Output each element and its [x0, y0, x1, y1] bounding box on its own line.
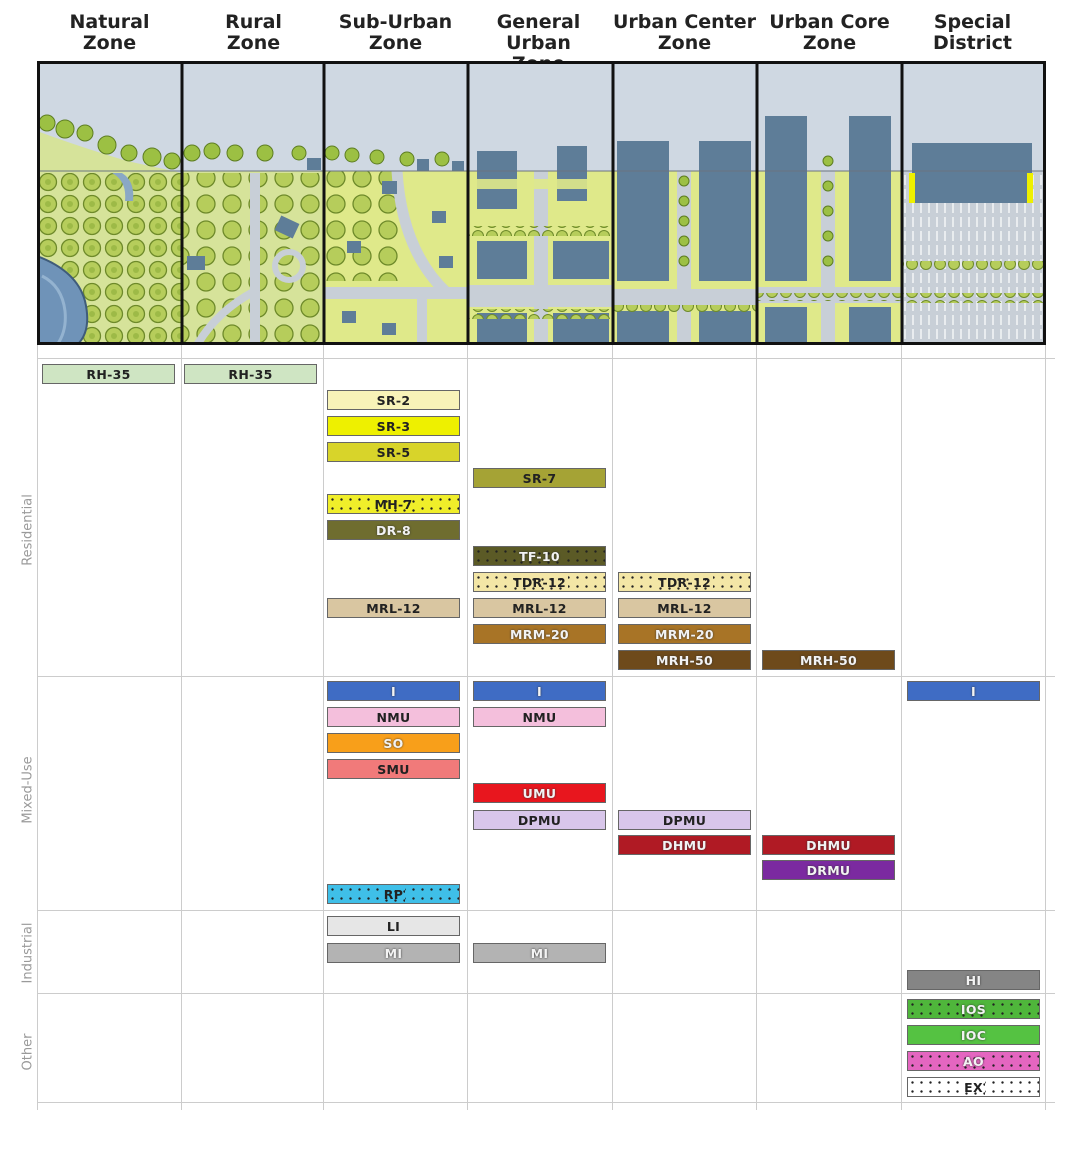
- zone-chip-mrl-12: MRL-12: [618, 598, 751, 618]
- zone-title: Urban Center: [612, 11, 757, 33]
- zone-subtitle: Zone: [226, 32, 281, 54]
- zone-header-natural: Natural Zone: [37, 12, 182, 54]
- zone-subtitle: Zone: [657, 32, 712, 54]
- zone-title: Natural: [69, 11, 150, 33]
- zone-title: Sub-Urban: [338, 11, 453, 33]
- zone-chip-nmu: NMU: [473, 707, 606, 727]
- zone-chip-sr-5: SR-5: [327, 442, 460, 462]
- zone-chip-label: RP: [381, 886, 406, 902]
- zone-chip-ioc: IOC: [907, 1025, 1040, 1045]
- grid-line: [37, 345, 38, 1110]
- zone-chip-tf-10: TF-10: [473, 546, 606, 566]
- zone-chip-mi: MI: [327, 943, 460, 963]
- zone-subtitle: District: [933, 32, 1012, 54]
- zone-chip-label: TF-10: [517, 548, 562, 564]
- category-mixed-use: Mixed-Use: [20, 756, 36, 824]
- zone-subtitle: Zone: [368, 32, 423, 54]
- grid-line: [756, 345, 757, 1110]
- zone-chip-rp: RP: [327, 884, 460, 904]
- category-other: Other: [20, 1033, 36, 1071]
- zone-chip-ex: EX: [907, 1077, 1040, 1097]
- zone-chip-smu: SMU: [327, 759, 460, 779]
- zone-chip-i: I: [327, 681, 460, 701]
- zone-chip-tdr-12: TDR-12: [618, 572, 751, 592]
- zone-chip-sr-2: SR-2: [327, 390, 460, 410]
- transect-illustration: [37, 61, 1046, 345]
- zone-chip-dhmu: DHMU: [618, 835, 751, 855]
- zone-chip-dpmu: DPMU: [473, 810, 606, 830]
- grid-line: [901, 345, 902, 1110]
- zone-chip-mrh-50: MRH-50: [762, 650, 895, 670]
- grid-line: [181, 345, 182, 1110]
- zone-chip-nmu: NMU: [327, 707, 460, 727]
- zone-chip-mrl-12: MRL-12: [473, 598, 606, 618]
- zone-chip-rh-35: RH-35: [42, 364, 175, 384]
- zone-subtitle: Zone: [802, 32, 857, 54]
- zone-chip-so: SO: [327, 733, 460, 753]
- zone-chip-umu: UMU: [473, 783, 606, 803]
- zone-chip-ao: AO: [907, 1051, 1040, 1071]
- zone-chip-mi: MI: [473, 943, 606, 963]
- grid-line: [323, 345, 324, 1110]
- zone-chip-drmu: DRMU: [762, 860, 895, 880]
- grid-line: [37, 1102, 1055, 1103]
- category-industrial: Industrial: [20, 922, 36, 984]
- zone-chip-ios: IOS: [907, 999, 1040, 1019]
- zone-title: General Urban: [496, 11, 581, 54]
- grid-line: [37, 358, 1055, 359]
- zone-chip-rh-35: RH-35: [184, 364, 317, 384]
- zone-chip-li: LI: [327, 916, 460, 936]
- zone-header-rural: Rural Zone: [181, 12, 326, 54]
- zone-header-urban-center: Urban Center Zone: [612, 12, 757, 54]
- zone-chip-sr-3: SR-3: [327, 416, 460, 436]
- zone-chip-tdr-12: TDR-12: [473, 572, 606, 592]
- grid-line: [612, 345, 613, 1110]
- zone-chip-label: AO: [961, 1053, 986, 1069]
- zone-chip-label: TDR-12: [656, 574, 713, 590]
- zone-chip-sr-7: SR-7: [473, 468, 606, 488]
- category-residential: Residential: [20, 494, 36, 566]
- zone-subtitle: Zone: [82, 32, 137, 54]
- grid-line: [37, 910, 1055, 911]
- zone-chip-mh-7: MH-7: [327, 494, 460, 514]
- zone-chip-mrm-20: MRM-20: [473, 624, 606, 644]
- zone-chip-mrm-20: MRM-20: [618, 624, 751, 644]
- grid-line: [467, 345, 468, 1110]
- zone-header-sub-urban: Sub-Urban Zone: [323, 12, 468, 54]
- zone-chip-dpmu: DPMU: [618, 810, 751, 830]
- zone-chip-dr-8: DR-8: [327, 520, 460, 540]
- grid-line: [37, 993, 1055, 994]
- zone-chip-mrl-12: MRL-12: [327, 598, 460, 618]
- zone-chip-label: TDR-12: [511, 574, 568, 590]
- zone-chip-i: I: [907, 681, 1040, 701]
- zone-title: Special: [933, 11, 1012, 33]
- zone-header-special-district: Special District: [900, 12, 1045, 54]
- zone-header-urban-core: Urban Core Zone: [757, 12, 902, 54]
- zone-chip-label: IOS: [958, 1001, 989, 1017]
- zone-chip-mrh-50: MRH-50: [618, 650, 751, 670]
- zone-chip-label: MH-7: [372, 496, 415, 512]
- zone-chip-label: EX: [962, 1079, 985, 1095]
- zone-chip-dhmu: DHMU: [762, 835, 895, 855]
- zone-title: Urban Core: [769, 11, 890, 33]
- zone-chip-i: I: [473, 681, 606, 701]
- zone-title: Rural: [225, 11, 282, 33]
- zone-chip-hi: HI: [907, 970, 1040, 990]
- grid-line: [37, 676, 1055, 677]
- grid-line: [1045, 345, 1046, 1110]
